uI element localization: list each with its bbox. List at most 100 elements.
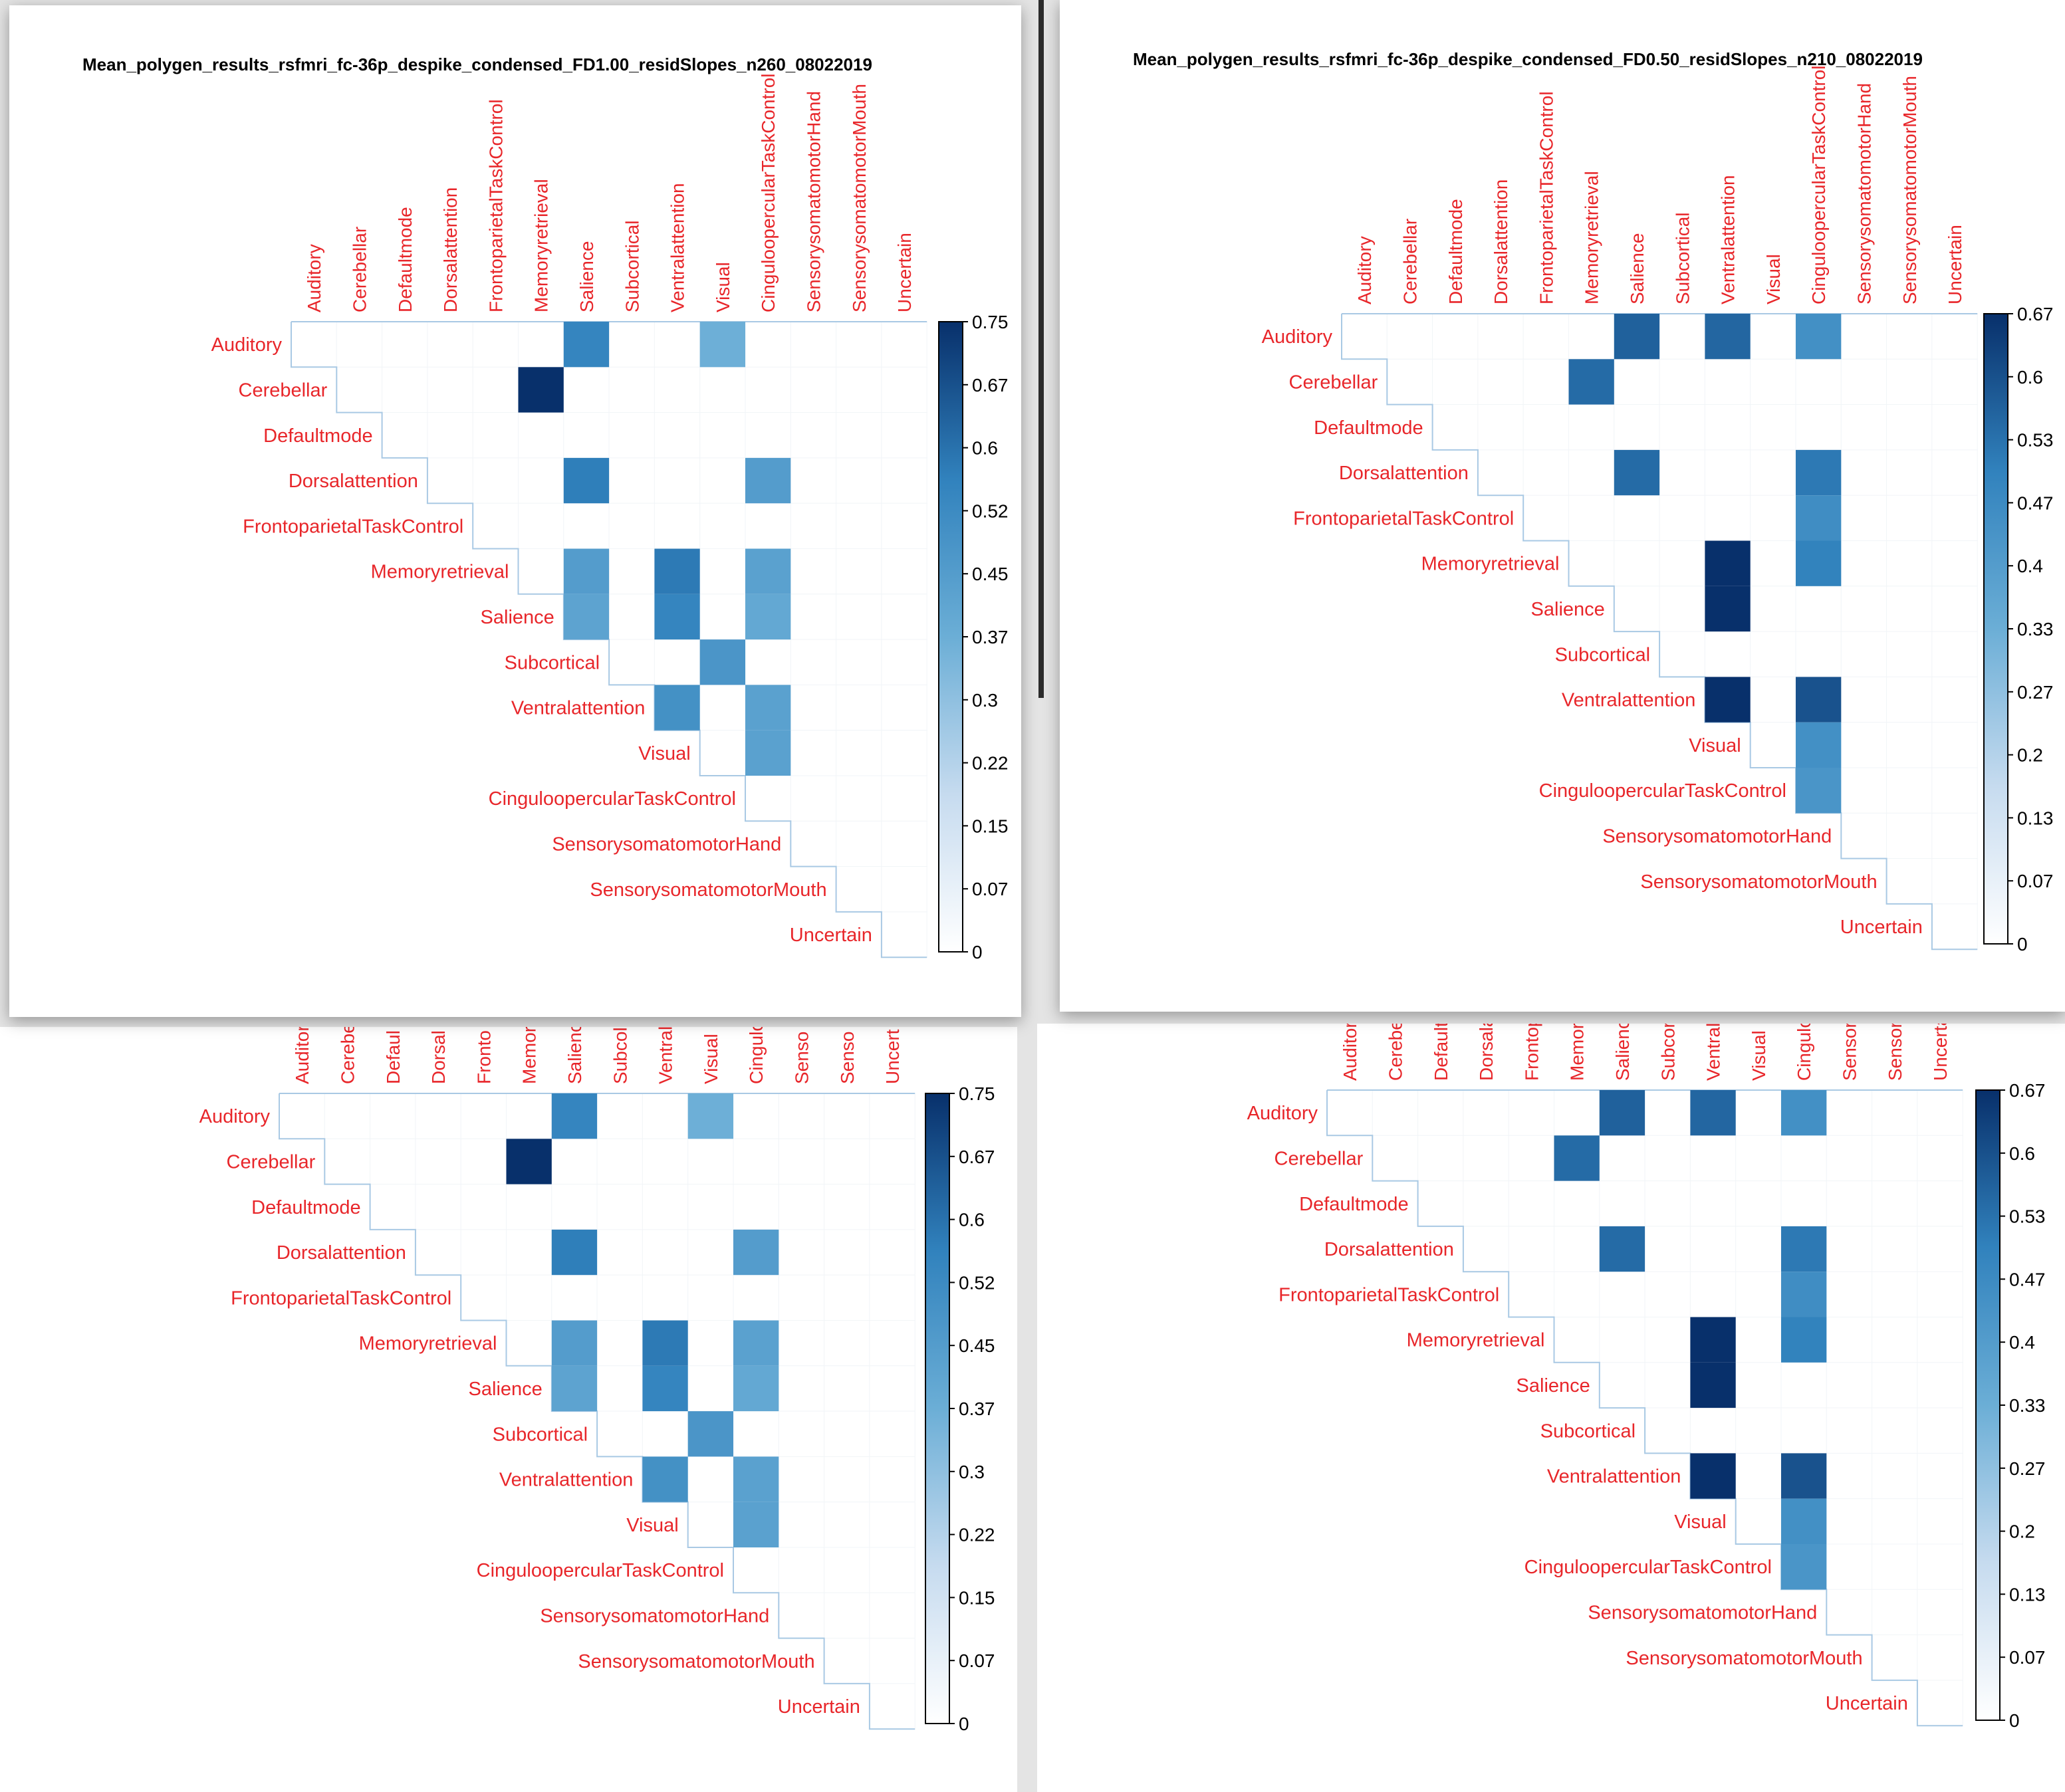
grid-cell xyxy=(472,503,519,550)
grid-cell xyxy=(1735,1498,1782,1545)
grid-cell xyxy=(881,866,927,913)
grid-cell xyxy=(881,366,927,413)
grid-cell xyxy=(881,820,927,867)
grid-cell xyxy=(745,503,791,550)
colorbar-tick-label: 0.07 xyxy=(2009,1647,2046,1668)
grid-cell xyxy=(869,1138,915,1185)
row-label: FrontoparietalTaskControl xyxy=(243,516,463,537)
column-label: Ventralattention xyxy=(1718,175,1739,304)
grid-cell xyxy=(1689,1407,1737,1454)
row-label: Cerebellar xyxy=(1275,1148,1364,1169)
grid-cell xyxy=(1750,540,1796,587)
heatmap-cell xyxy=(563,548,610,594)
grid-cell xyxy=(551,1274,598,1321)
grid-cell xyxy=(1795,358,1842,405)
grid-cell xyxy=(279,1093,325,1139)
grid-cell xyxy=(1372,1135,1419,1182)
grid-cell xyxy=(1735,1362,1782,1408)
colorbar-tick-label: 0.67 xyxy=(959,1147,995,1167)
grid-cell xyxy=(1795,631,1842,677)
grid-cell xyxy=(1432,404,1479,451)
heatmap-cell xyxy=(654,685,700,730)
heatmap-cell xyxy=(654,594,700,640)
grid-cell xyxy=(1931,404,1978,451)
grid-cell xyxy=(654,503,701,550)
grid-cell xyxy=(1872,1271,1918,1318)
grid-cell xyxy=(881,730,927,776)
heatmap-cell xyxy=(1690,1090,1736,1136)
grid-cell xyxy=(790,639,837,685)
grid-cell xyxy=(790,366,837,413)
grid-cell xyxy=(836,366,882,413)
row-label: Subcortical xyxy=(1540,1420,1636,1442)
grid-cell xyxy=(1840,358,1887,405)
colorbar-tick-label: 0.07 xyxy=(959,1650,995,1671)
colorbar-tick-label: 0.6 xyxy=(959,1210,985,1230)
grid-cell xyxy=(506,1184,552,1230)
grid-cell xyxy=(836,321,882,368)
column-label: Dorsal xyxy=(428,1030,449,1084)
grid-cell xyxy=(836,457,882,504)
grid-cell xyxy=(1840,722,1887,768)
column-label: CinguloopercularTaskControl xyxy=(758,73,779,312)
grid-cell xyxy=(778,1502,825,1548)
grid-cell xyxy=(1735,1271,1782,1318)
column-label: Salience xyxy=(576,241,597,312)
grid-cell xyxy=(1840,767,1887,814)
grid-cell xyxy=(1508,1271,1555,1318)
grid-cell xyxy=(1872,1589,1918,1636)
column-label: Salienc xyxy=(564,1027,585,1084)
grid-cell xyxy=(778,1184,825,1230)
grid-cell xyxy=(1886,495,1933,542)
grid-cell xyxy=(824,1184,870,1230)
column-label: Senso xyxy=(791,1032,812,1084)
grid-cell xyxy=(699,457,746,504)
column-label: Uncerta xyxy=(1930,1024,1951,1081)
grid-cell xyxy=(551,1138,598,1185)
row-label: Salience xyxy=(469,1379,543,1400)
colorbar-tick-label: 0.37 xyxy=(972,627,1009,647)
grid-cell xyxy=(1659,313,1705,360)
grid-cell xyxy=(836,820,882,867)
grid-cell xyxy=(1735,1089,1782,1136)
grid-cell xyxy=(790,775,837,822)
grid-cell xyxy=(1735,1317,1782,1363)
heatmap-cell xyxy=(1614,449,1660,496)
grid-cell xyxy=(1931,767,1978,814)
row-label: CinguloopercularTaskControl xyxy=(477,1560,724,1581)
grid-cell xyxy=(1872,1317,1918,1363)
column-label: Defaultı xyxy=(1431,1024,1451,1081)
grid-cell xyxy=(1780,1362,1827,1408)
grid-cell xyxy=(881,911,927,958)
grid-cell xyxy=(427,366,473,413)
grid-cell xyxy=(608,594,655,640)
grid-cell xyxy=(1917,1452,1963,1500)
grid-cell xyxy=(1917,1180,1963,1227)
column-label: Subcortical xyxy=(622,220,642,312)
row-label: Cerebellar xyxy=(239,380,328,401)
grid-cell xyxy=(733,1410,779,1457)
heatmap-cell xyxy=(1705,540,1751,586)
heatmap-cell xyxy=(733,1229,779,1276)
grid-cell xyxy=(1659,540,1705,587)
grid-cell xyxy=(1689,1226,1737,1272)
grid-cell xyxy=(824,1592,870,1639)
colorbar-tick-label: 0.53 xyxy=(2009,1206,2046,1227)
grid-cell xyxy=(1417,1135,1464,1182)
grid-cell xyxy=(1644,1180,1691,1227)
window-divider xyxy=(1038,0,1044,698)
grid-cell xyxy=(518,503,564,550)
grid-cell xyxy=(1780,1135,1827,1182)
grid-cell xyxy=(1872,1362,1918,1408)
grid-cell xyxy=(642,1410,689,1457)
grid-cell xyxy=(824,1502,870,1548)
grid-cell xyxy=(642,1138,689,1185)
heatmap-cell xyxy=(745,685,791,730)
grid-cell xyxy=(699,730,746,776)
column-label: Defaultmode xyxy=(1445,199,1466,304)
grid-cell xyxy=(836,684,882,731)
grid-cell xyxy=(1659,358,1705,405)
heatmap-cell xyxy=(551,1229,598,1276)
colorbar-tick-label: 0.07 xyxy=(2017,871,2054,891)
heatmap-cell xyxy=(563,322,610,368)
